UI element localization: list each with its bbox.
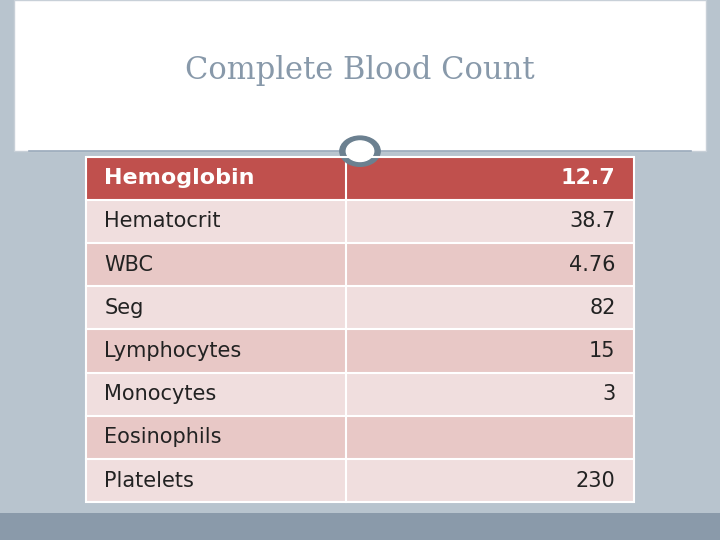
- Text: 4.76: 4.76: [569, 254, 616, 275]
- Text: 82: 82: [589, 298, 616, 318]
- Text: Hemoglobin: Hemoglobin: [104, 168, 255, 188]
- Text: Complete Blood Count: Complete Blood Count: [185, 55, 535, 86]
- Text: 38.7: 38.7: [570, 211, 616, 232]
- Bar: [86, 286, 634, 329]
- Text: Eosinophils: Eosinophils: [104, 427, 222, 448]
- Text: 3: 3: [603, 384, 616, 404]
- Circle shape: [346, 141, 374, 161]
- Bar: [0, 513, 720, 540]
- Bar: [14, 0, 706, 151]
- Text: 12.7: 12.7: [561, 168, 616, 188]
- Bar: [86, 243, 634, 286]
- Text: WBC: WBC: [104, 254, 153, 275]
- Circle shape: [340, 136, 380, 166]
- Text: 230: 230: [576, 470, 616, 491]
- Text: Lymphocytes: Lymphocytes: [104, 341, 242, 361]
- Bar: [86, 157, 634, 502]
- Bar: [86, 200, 634, 243]
- Bar: [86, 459, 634, 502]
- Text: Hematocrit: Hematocrit: [104, 211, 221, 232]
- Bar: [86, 157, 634, 200]
- Bar: [86, 416, 634, 459]
- Text: Monocytes: Monocytes: [104, 384, 217, 404]
- Text: Platelets: Platelets: [104, 470, 194, 491]
- Bar: [86, 329, 634, 373]
- Text: 15: 15: [589, 341, 616, 361]
- Bar: [86, 373, 634, 416]
- Text: Seg: Seg: [104, 298, 144, 318]
